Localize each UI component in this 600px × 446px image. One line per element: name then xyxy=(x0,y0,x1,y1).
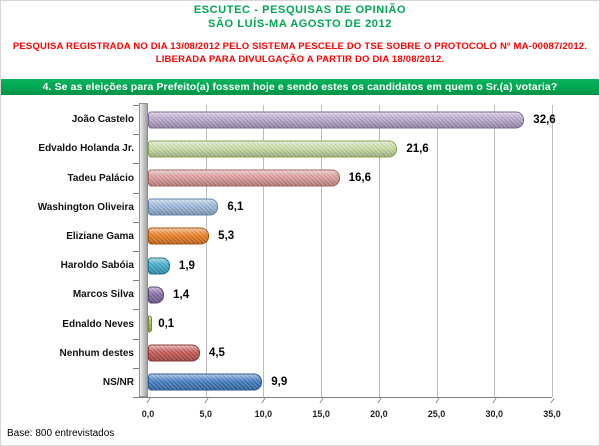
bar-value-label: 21,6 xyxy=(406,142,429,155)
bar-row: 16,6 xyxy=(148,163,552,192)
x-axis-tick-label: 25,0 xyxy=(427,409,446,419)
gridline xyxy=(552,105,553,397)
x-axis-tick xyxy=(204,398,209,403)
gridline xyxy=(205,105,207,397)
bar-row: 4,5 xyxy=(148,339,552,368)
bar-value-label: 9,9 xyxy=(271,376,288,389)
sample-base-note: Base: 800 entrevistados xyxy=(7,428,115,439)
x-axis-tick xyxy=(146,398,151,403)
category-label: Edvaldo Holanda Jr. xyxy=(38,143,134,155)
bar-row: 21,6 xyxy=(148,134,552,163)
survey-location-date: SÃO LUÍS-MA AGOSTO DE 2012 xyxy=(208,18,392,30)
category-axis-tick xyxy=(133,309,139,311)
category-axis-tick xyxy=(133,163,139,165)
bar-value-label: 4,5 xyxy=(208,347,225,360)
x-axis-tick xyxy=(492,398,497,403)
category-label: NS/NR xyxy=(102,376,134,388)
chart-3d-wall xyxy=(139,103,148,397)
bar-rows: 32,6 21,6 16,6 6,1 5,3 1,9 1,4 0,1 4,5 9,9 xyxy=(148,105,556,397)
x-axis-tick-label: 35,0 xyxy=(543,409,561,419)
bar xyxy=(148,169,340,187)
bar-value-label: 32,6 xyxy=(533,113,556,126)
gridline xyxy=(263,105,265,397)
gridline xyxy=(321,105,323,397)
bar xyxy=(148,227,210,245)
bar xyxy=(148,198,219,216)
gridline xyxy=(494,105,496,397)
x-axis-tick-label: 30,0 xyxy=(485,409,504,419)
x-axis-tick-label: 10,0 xyxy=(254,409,273,419)
category-label: Nenhum destes xyxy=(59,347,134,359)
category-axis-tick xyxy=(133,280,139,282)
x-axis-line xyxy=(139,397,552,398)
bar xyxy=(148,140,398,158)
registration-line2: LIBERADA PARA DIVULGAÇÃO A PARTIR DO DIA… xyxy=(155,54,445,65)
bar xyxy=(148,286,165,304)
bar-row: 5,3 xyxy=(148,222,552,251)
x-axis-tick xyxy=(435,398,440,403)
bar xyxy=(148,111,525,129)
bar xyxy=(148,373,263,391)
bar-row: 32,6 xyxy=(148,105,556,134)
category-label: Haroldo Sabóia xyxy=(60,260,134,272)
bar-value-label: 0,1 xyxy=(158,318,175,331)
report-header: ESCUTEC - PESQUISAS DE OPINIÃO SÃO LUÍS-… xyxy=(0,0,600,31)
gridline xyxy=(436,105,438,397)
question-banner: 4. Se as eleições para Prefeito(a) fosse… xyxy=(0,79,600,95)
gridline xyxy=(378,105,380,397)
category-axis-tick xyxy=(133,105,139,106)
category-label: Ednaldo Neves xyxy=(62,318,134,330)
category-label: João Castelo xyxy=(71,114,134,126)
bar xyxy=(148,257,170,275)
category-axis-tick xyxy=(133,397,139,398)
bar-value-label: 5,3 xyxy=(218,230,235,243)
bar-value-label: 1,4 xyxy=(173,288,190,301)
category-label: Eliziane Gama xyxy=(66,230,134,242)
category-label: Marcos Silva xyxy=(72,289,134,301)
category-axis-tick xyxy=(133,367,139,369)
x-axis-tick xyxy=(319,398,324,403)
question-text: 4. Se as eleições para Prefeito(a) fosse… xyxy=(42,81,558,93)
bar-row: 1,9 xyxy=(148,251,552,280)
bar-value-label: 1,9 xyxy=(178,259,195,272)
bar xyxy=(148,315,152,333)
registration-line1: PESQUISA REGISTRADA NO DIA 13/08/2012 PE… xyxy=(12,41,588,52)
bar-value-label: 16,6 xyxy=(348,172,371,184)
category-axis-tick xyxy=(133,134,139,136)
plot-area: 32,6 21,6 16,6 6,1 5,3 1,9 1,4 0,1 4,5 9,9 xyxy=(148,105,556,397)
bar-row: 1,4 xyxy=(148,280,552,309)
x-axis-tick-label: 0,0 xyxy=(141,409,155,419)
category-axis-tick xyxy=(133,221,139,223)
x-axis-tick xyxy=(377,398,382,403)
category-axis: João Castelo Edvaldo Holanda Jr. Tadeu Pal… xyxy=(7,105,137,397)
bar xyxy=(148,344,200,362)
category-axis-tick xyxy=(133,192,139,194)
bar-row: 9,9 xyxy=(148,368,552,397)
x-axis-tick-label: 15,0 xyxy=(312,409,330,419)
bar-chart: João Castelo Edvaldo Holanda Jr. Tadeu Pal… xyxy=(7,103,593,425)
category-label: Washington Oliveira xyxy=(37,201,134,213)
x-axis-tick xyxy=(261,398,266,403)
x-axis-tick-label: 5,0 xyxy=(199,409,212,419)
bar-row: 6,1 xyxy=(148,193,552,222)
category-label: Tadeu Palácio xyxy=(67,172,134,184)
bar-row: 0,1 xyxy=(148,309,552,338)
company-title: ESCUTEC - PESQUISAS DE OPINIÃO xyxy=(193,4,407,16)
category-axis-tick xyxy=(133,251,139,252)
category-axis-tick xyxy=(133,338,139,340)
x-axis-tick-label: 20,0 xyxy=(370,409,388,419)
x-axis-tick xyxy=(550,398,555,403)
bar-value-label: 6,1 xyxy=(227,201,244,214)
registration-notice: PESQUISA REGISTRADA NO DIA 13/08/2012 PE… xyxy=(0,40,600,66)
